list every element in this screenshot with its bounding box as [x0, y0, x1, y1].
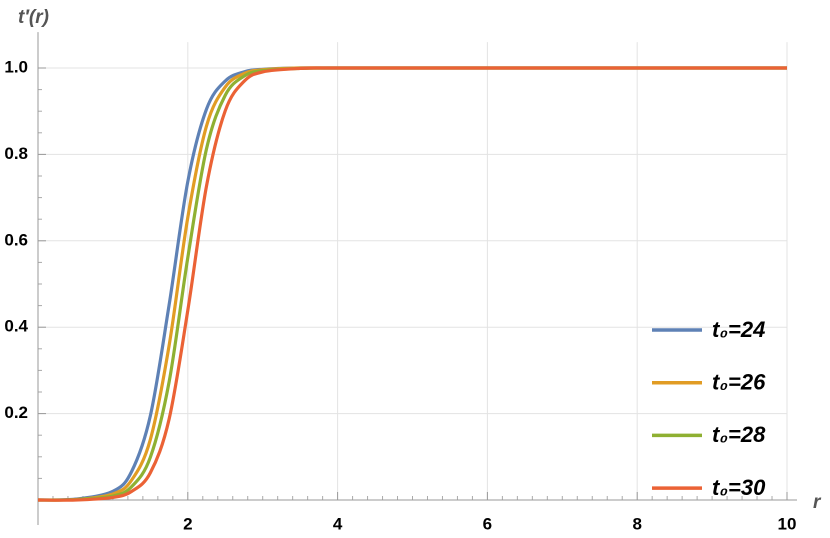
x-tick-label: 2	[183, 514, 192, 533]
y-tick-label: 0.6	[4, 230, 28, 249]
x-tick-label: 6	[483, 514, 492, 533]
y-tick-label: 0.8	[4, 144, 28, 163]
x-axis-label: r	[813, 492, 822, 513]
legend-label: t₀=30	[712, 475, 766, 500]
legend-label: t₀=26	[712, 370, 766, 395]
legend-label: t₀=28	[712, 422, 766, 447]
series-line	[37, 66, 787, 502]
y-axis-label: t′(r)	[18, 7, 49, 28]
legend-label: t₀=24	[712, 317, 765, 342]
x-tick-label: 10	[778, 514, 797, 533]
y-tick-label: 0.4	[4, 317, 28, 336]
y-tick-label: 1.0	[4, 57, 28, 76]
x-tick-label: 8	[632, 514, 641, 533]
x-tick-label: 4	[333, 514, 343, 533]
y-tick-label: 0.2	[4, 403, 28, 422]
